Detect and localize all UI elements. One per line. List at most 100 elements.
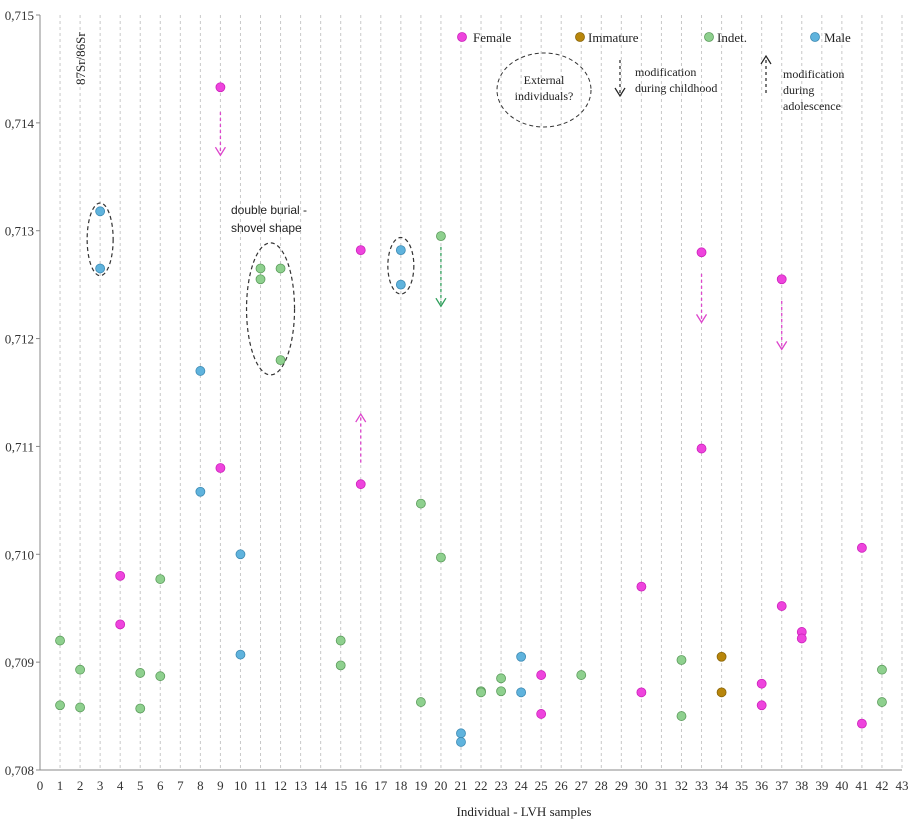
x-tick-label: 40 <box>835 778 848 793</box>
x-tick-label: 10 <box>234 778 247 793</box>
data-point-female <box>756 700 767 711</box>
data-point-indet <box>75 664 85 675</box>
data-point-female <box>215 82 226 93</box>
data-points <box>55 82 887 747</box>
data-point-male <box>195 366 206 376</box>
data-point-female <box>636 687 647 698</box>
data-point-female <box>776 601 787 611</box>
x-tick-label: 5 <box>137 778 144 793</box>
data-point-indet <box>255 274 266 285</box>
x-tick-label: 11 <box>254 778 267 793</box>
data-point-indet <box>155 671 166 682</box>
x-tick-label: 30 <box>635 778 648 793</box>
data-point-indet <box>676 711 687 721</box>
x-tick-label: 18 <box>394 778 407 793</box>
x-tick-label: 4 <box>117 778 124 793</box>
x-tick-labels: 0 1 2 3 4 5 6 7 8 9 10 11 12 13 14 15 16 17 18 19 20 21 22 23 24… <box>37 778 909 793</box>
data-point-female <box>696 247 707 258</box>
y-tick-label: 0,713 <box>5 224 34 239</box>
adolescence-label-3: adolescence <box>783 99 841 113</box>
x-tick-label: 35 <box>735 778 748 793</box>
data-point-indet <box>496 673 506 684</box>
modification-arrow-head <box>776 341 788 351</box>
x-tick-label: 32 <box>675 778 688 793</box>
y-tick-label: 0,712 <box>5 332 34 347</box>
y-tick-label: 0,709 <box>5 655 34 670</box>
data-point-male <box>235 549 246 560</box>
x-tick-label: 12 <box>274 778 287 793</box>
x-tick-label: 13 <box>294 778 307 793</box>
data-point-female <box>115 570 126 581</box>
data-point-indet <box>496 686 506 697</box>
annotations: External individuals? modification durin… <box>231 52 844 235</box>
x-tick-label: 33 <box>695 778 708 793</box>
childhood-legend-arrow-head <box>614 87 626 98</box>
x-tick-label: 17 <box>374 778 388 793</box>
y-tick-label: 0,711 <box>5 439 34 454</box>
grouping-ellipse <box>86 202 114 277</box>
data-point-female <box>636 581 647 592</box>
legend-label-male: Male <box>824 30 851 45</box>
x-tick-label: 14 <box>314 778 328 793</box>
x-tick-label: 36 <box>755 778 769 793</box>
x-tick-label: 42 <box>875 778 888 793</box>
legend-marker-male <box>810 32 820 42</box>
data-point-female <box>857 542 867 553</box>
x-tick-label: 8 <box>197 778 204 793</box>
x-tick-label: 29 <box>615 778 628 793</box>
x-tick-label: 24 <box>515 778 529 793</box>
data-point-female <box>355 479 366 490</box>
data-point-male <box>516 651 527 662</box>
data-point-indet <box>55 700 65 711</box>
data-point-indet <box>877 664 887 675</box>
data-point-male <box>516 687 527 698</box>
data-point-female <box>115 619 126 630</box>
data-point-indet <box>415 697 426 707</box>
legend-label-female: Female <box>473 30 511 45</box>
grouping-ellipse <box>245 242 296 376</box>
data-point-indet <box>335 635 346 646</box>
x-tick-label: 25 <box>535 778 548 793</box>
data-point-indet <box>275 263 286 274</box>
data-point-indet <box>436 552 446 563</box>
x-tick-label: 28 <box>595 778 608 793</box>
adolescence-label-2: during <box>783 83 814 97</box>
data-point-male <box>95 206 106 217</box>
y-tick-label: 0,708 <box>5 763 34 778</box>
data-point-indet <box>676 655 687 665</box>
data-point-female <box>215 463 226 473</box>
shovel-shape-label: shovel shape <box>231 221 302 235</box>
data-point-female <box>536 709 547 719</box>
modification-arrow-head <box>435 297 447 308</box>
data-point-indet <box>275 355 286 366</box>
x-tick-label: 31 <box>655 778 668 793</box>
x-tick-label: 27 <box>575 778 589 793</box>
data-point-female <box>536 670 547 680</box>
legend-label-immature: Immature <box>588 30 639 45</box>
x-tick-label: 1 <box>57 778 64 793</box>
external-individuals-ellipse <box>496 52 592 128</box>
data-point-female <box>696 443 707 454</box>
axes <box>39 15 902 771</box>
data-point-indet <box>135 703 146 714</box>
x-tick-label: 34 <box>715 778 729 793</box>
data-point-male <box>456 737 466 747</box>
legend: Female Immature Indet. Male <box>457 30 851 45</box>
modification-arrow-head <box>355 412 367 423</box>
grouping-ellipses <box>86 202 415 376</box>
adolescence-legend-arrow-head <box>760 54 772 65</box>
x-tick-label: 26 <box>555 778 569 793</box>
childhood-label-2: during childhood <box>635 81 717 95</box>
data-point-male <box>195 486 206 497</box>
double-burial-label: double burial - <box>231 203 307 217</box>
data-point-indet <box>476 687 486 698</box>
data-point-indet <box>155 574 166 584</box>
x-tick-label: 19 <box>414 778 427 793</box>
x-tick-label: 38 <box>795 778 808 793</box>
data-point-male <box>95 263 106 274</box>
y-axis-label: 87Sr/86Sr <box>73 32 88 85</box>
legend-marker-female <box>457 32 467 42</box>
external-individuals-label-1: External <box>524 73 565 87</box>
data-point-female <box>857 718 867 729</box>
